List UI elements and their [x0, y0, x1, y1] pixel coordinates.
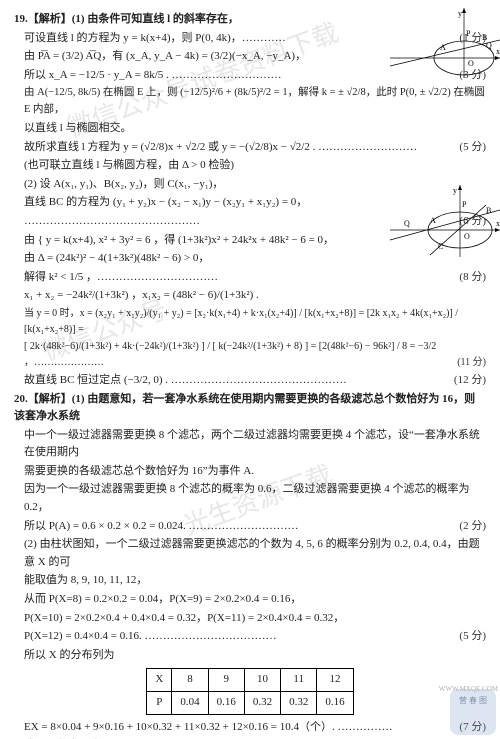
- th-9: 9: [208, 669, 244, 692]
- q20-l5-row: 所以 P(A) = 0.6 × 0.2 × 0.2 = 0.024. ………………: [24, 518, 486, 536]
- q19-l15: x₁ + x₂ = −24k²/(1+3k²) ，x₁x₂ = (48k² − …: [24, 287, 486, 305]
- svg-text:x: x: [496, 219, 500, 228]
- q19-s1: (1 分): [459, 30, 486, 48]
- page: 微信公众号试卷资料下载 微信公众号 光生资源下载 O x y P B A Q: [0, 0, 500, 739]
- q19-s12: (12 分): [454, 372, 486, 390]
- td-p10: 0.32: [244, 692, 280, 715]
- q19-l11-row: ………………………………………… (6 分): [24, 213, 486, 231]
- distribution-table: X 8 9 10 11 12 P 0.04 0.16 0.32 0.32 0.1…: [146, 668, 353, 714]
- q20-l7: 能取值为 8, 9, 10, 11, 12，: [24, 572, 486, 590]
- q19-s5: (5 分): [459, 139, 486, 157]
- q19-head-text: 19.【解析】(1) 由条件可知直线 l 的斜率存在，: [14, 13, 239, 25]
- q20-l12: EX = 8×0.04 + 9×0.16 + 10×0.32 + 11×0.32…: [24, 721, 393, 733]
- q20-l12-row: EX = 8×0.04 + 9×0.16 + 10×0.32 + 11×0.32…: [24, 719, 486, 737]
- td-p12: 0.16: [317, 692, 353, 715]
- th-10: 10: [244, 669, 280, 692]
- q20-l10: P(X=12) = 0.4×0.4 = 0.16. ………………………………: [24, 630, 276, 642]
- svg-text:Q: Q: [486, 41, 492, 50]
- svg-text:x: x: [496, 47, 500, 56]
- q19-head: 19.【解析】(1) 由条件可知直线 l 的斜率存在，: [14, 11, 486, 29]
- q20-l9: P(X=10) = 2×0.2×0.4 + 0.4×0.4 = 0.32，P(X…: [24, 610, 486, 628]
- q19-l2: 可设直线 l 的方程为 y = k(x+4)，则 P(0, 4k)，…………: [24, 32, 286, 44]
- q20-s5: (5 分): [459, 628, 486, 646]
- q19-l17: [ 2k·(48k²−6)/(1+3k²) + 4k·(−24k²)/(1+3k…: [24, 341, 436, 368]
- q19-l12: 由 { y = k(x+4), x² + 3y² = 6 ，得 (1+3k²)x…: [24, 232, 486, 250]
- q19-l4-row: 所以 x_A = −12/5 · y_A = 8k/5 . ……………………………: [24, 67, 486, 85]
- q19-s8: (8 分): [459, 269, 486, 287]
- q19-l9: (2) 设 A(x₁, y₁)、B(x₂, y₂)，则 C(x₁, −y₁)，: [24, 176, 486, 194]
- q20-l8: 从而 P(X=8) = 0.2×0.2 = 0.04，P(X=9) = 2×0.…: [24, 591, 486, 609]
- td-p8: 0.04: [172, 692, 208, 715]
- td-p9: 0.16: [208, 692, 244, 715]
- td-p: P: [147, 692, 172, 715]
- q19-s11: (11 分): [457, 355, 486, 371]
- q20-head-text: 20.【解析】(1) 由题意知，若一套净水系统在使用期内需要更换的各级滤芯总个数…: [14, 393, 475, 423]
- q19-l14-row: 解得 k² < 1/5 ，…………………………… (8 分): [24, 269, 486, 287]
- q19-s3: (3 分): [459, 67, 486, 85]
- q20-s2: (2 分): [459, 518, 486, 536]
- table-header-row: X 8 9 10 11 12: [147, 669, 353, 692]
- th-x: X: [147, 669, 172, 692]
- q19-l7: 故所求直线 l 方程为 y = (√2/8)x + √2/2 或 y = −(√…: [24, 141, 417, 153]
- q19-l5: 由 A(−12/5, 8k/5) 在椭圆 E 上，则 (−12/5)²/6 + …: [24, 85, 486, 119]
- q19-l18-row: 故直线 BC 恒过定点 (−3/2, 0) . ……………………………………………: [24, 372, 486, 390]
- q19-l18: 故直线 BC 恒过定点 (−3/2, 0) . …………………………………………: [24, 374, 347, 386]
- th-12: 12: [317, 669, 353, 692]
- q20-head: 20.【解析】(1) 由题意知，若一套净水系统在使用期内需要更换的各级滤芯总个数…: [14, 391, 486, 426]
- th-8: 8: [172, 669, 208, 692]
- q19-l13: 由 Δ = (24k²)² − 4(1+3k²)(48k² − 6) > 0，: [24, 250, 486, 268]
- q19-l10: 直线 BC 的方程为 (y₁ + y₂)x − (x₂ − x₁)y − (x₂…: [24, 194, 486, 212]
- q19-l2-row: 可设直线 l 的方程为 y = k(x+4)，则 P(0, 4k)，………… (1…: [24, 30, 486, 48]
- q20-l3: 需要更换的各级滤芯总个数恰好为 16”为事件 A.: [24, 463, 486, 481]
- q19-l17-row: [ 2k·(48k²−6)/(1+3k²) + 4k·(−24k²)/(1+3k…: [24, 339, 486, 371]
- q19-l6: 以直线 l 与椭圆相交。: [24, 120, 486, 138]
- q19-l16: 当 y = 0 时，x = (x₂y₁ + x₁y₂)/(y₁ + y₂) = …: [24, 306, 486, 338]
- q20-l11: 所以 X 的分布列为: [24, 647, 486, 665]
- q19-s6: (6 分): [459, 213, 486, 231]
- q20-l2: 中一个一级过滤器需要更换 8 个滤芯，两个二级过滤器均需要更换 4 个滤芯，设“…: [24, 427, 486, 462]
- td-p11: 0.32: [281, 692, 317, 715]
- q20-l6: (2) 由柱状图知，一个二级过滤器需要更换滤芯的个数为 4, 5, 6 的概率分…: [24, 536, 486, 571]
- q20-l4: 因为一个一级过滤器需要更换 8 个滤芯的概率为 0.6，二级过滤器需要更换 4 …: [24, 481, 486, 516]
- q19-l14: 解得 k² < 1/5 ，……………………………: [24, 271, 218, 283]
- svg-text:B: B: [486, 206, 491, 215]
- q19-l3: 由 P͞A = (3/2) A͞Q，有 (x_A, y_A − 4k) = (3…: [24, 48, 486, 66]
- table-prob-row: P 0.04 0.16 0.32 0.32 0.16: [147, 692, 353, 715]
- corner-badge: 营 春 图: [450, 689, 496, 735]
- q20-l10-row: P(X=12) = 0.4×0.4 = 0.16. ……………………………… (5…: [24, 628, 486, 646]
- q19-l4: 所以 x_A = −12/5 · y_A = 8k/5 . …………………………: [24, 69, 282, 81]
- q19-l11: …………………………………………: [24, 215, 200, 227]
- q19-l7-row: 故所求直线 l 方程为 y = (√2/8)x + √2/2 或 y = −(√…: [24, 139, 486, 157]
- q19-l8: (也可联立直线 l 与椭圆方程，由 Δ > 0 检验): [24, 157, 486, 175]
- q20-l5: 所以 P(A) = 0.6 × 0.2 × 0.2 = 0.024. ………………: [24, 520, 298, 532]
- th-11: 11: [281, 669, 317, 692]
